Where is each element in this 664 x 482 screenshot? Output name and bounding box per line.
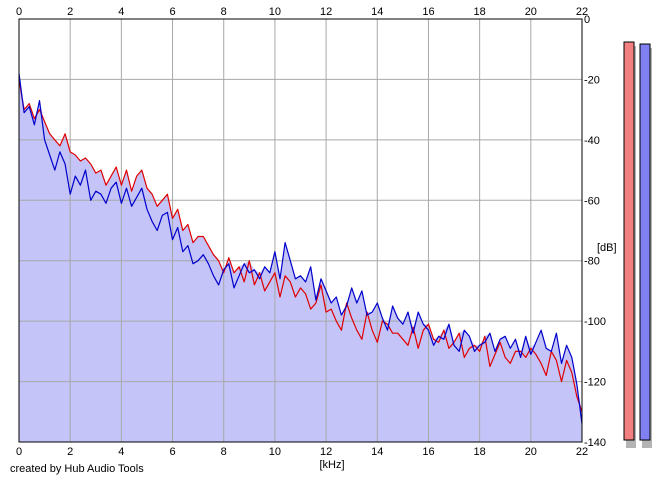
level-meter-2 xyxy=(639,43,651,441)
x-tick-label-top: 8 xyxy=(221,6,227,18)
series-line-2 xyxy=(18,73,583,424)
level-meters xyxy=(623,41,652,448)
x-tick-label-bottom: 16 xyxy=(422,446,434,458)
x-tick-label-bottom: 8 xyxy=(221,446,227,458)
x-tick-label-bottom: 6 xyxy=(169,446,175,458)
series-lines xyxy=(18,73,583,424)
x-tick-label-top: 0 xyxy=(16,6,22,18)
x-tick-label-top: 22 xyxy=(576,6,588,18)
y-axis-label: [dB] xyxy=(597,242,617,254)
x-axis-label: [kHz] xyxy=(319,459,344,471)
x-tick-label-top: 16 xyxy=(422,6,434,18)
y-tick-label: -20 xyxy=(584,74,600,86)
y-tick-label: -80 xyxy=(584,256,600,268)
x-tick-label-top: 18 xyxy=(474,6,486,18)
x-tick-label-top: 4 xyxy=(118,6,124,18)
footer-credit: created by Hub Audio Tools xyxy=(10,463,144,475)
spectrum-fill-area xyxy=(19,73,582,443)
level-meter-1 xyxy=(623,41,635,441)
plot-frame xyxy=(18,18,583,443)
x-tick-label-top: 14 xyxy=(371,6,383,18)
x-tick-labels-top: 0 2 4 6 8 10 12 14 16 18 20 22 xyxy=(16,6,588,18)
x-tick-labels-bottom: 0 2 4 6 8 10 12 14 16 18 20 22 xyxy=(16,446,588,458)
x-tick-label-bottom: 0 xyxy=(16,446,22,458)
spectrum-fill xyxy=(19,73,582,443)
x-tick-label-bottom: 18 xyxy=(474,446,486,458)
x-tick-label-bottom: 12 xyxy=(320,446,332,458)
x-tick-label-top: 10 xyxy=(269,6,281,18)
x-tick-label-top: 6 xyxy=(169,6,175,18)
y-tick-label: -100 xyxy=(584,316,606,328)
y-tick-label: -140 xyxy=(584,437,606,449)
x-tick-label-bottom: 14 xyxy=(371,446,383,458)
x-tick-label-bottom: 4 xyxy=(118,446,124,458)
x-tick-label-bottom: 20 xyxy=(525,446,537,458)
y-tick-labels: 0 -20 -40 -60 -80 -100 -120 -140 xyxy=(584,14,606,449)
x-tick-label-bottom: 10 xyxy=(269,446,281,458)
x-tick-label-bottom: 2 xyxy=(67,446,73,458)
x-tick-label-top: 20 xyxy=(525,6,537,18)
y-tick-label: -120 xyxy=(584,377,606,389)
x-tick-label-bottom: 22 xyxy=(576,446,588,458)
x-tick-label-top: 2 xyxy=(67,6,73,18)
y-tick-label: -60 xyxy=(584,195,600,207)
y-tick-label: -40 xyxy=(584,135,600,147)
x-tick-label-top: 12 xyxy=(320,6,332,18)
plot-border xyxy=(18,18,583,443)
series-line-1 xyxy=(18,79,583,412)
y-tick-label: 0 xyxy=(584,14,590,26)
